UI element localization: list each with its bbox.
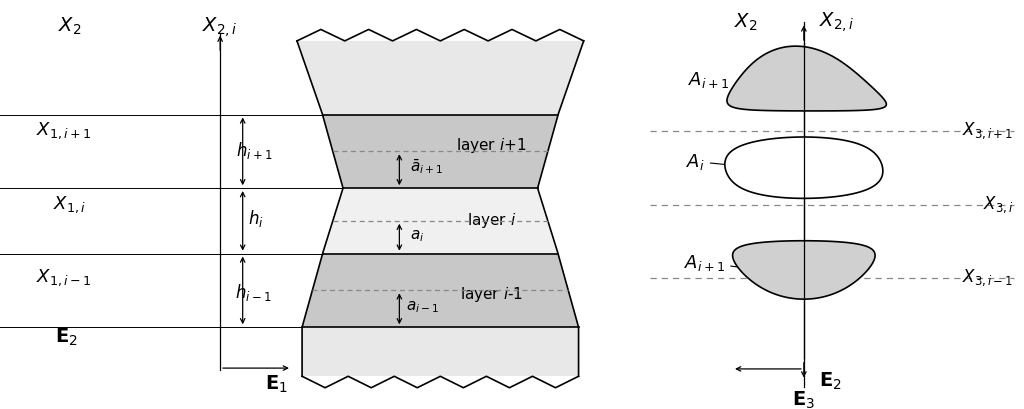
Text: $X_{2,i}$: $X_{2,i}$ — [203, 15, 238, 38]
Text: layer $i$-1: layer $i$-1 — [460, 285, 523, 304]
Text: $\mathbf{E}_3$: $\mathbf{E}_3$ — [793, 389, 815, 409]
Text: $\mathbf{E}_2$: $\mathbf{E}_2$ — [819, 371, 842, 392]
Text: $a_i$: $a_i$ — [410, 229, 424, 244]
Text: $\mathbf{E}_2$: $\mathbf{E}_2$ — [55, 327, 78, 348]
Polygon shape — [727, 46, 887, 111]
Text: layer $i$: layer $i$ — [467, 211, 516, 230]
Text: layer $i$+1: layer $i$+1 — [457, 136, 526, 155]
Text: $\mathbf{E}_1$: $\mathbf{E}_1$ — [265, 374, 288, 395]
Text: $A_{i+1}$: $A_{i+1}$ — [688, 70, 769, 92]
Text: $\bar{a}_{i+1}$: $\bar{a}_{i+1}$ — [410, 157, 443, 176]
Text: $X_{2,i}$: $X_{2,i}$ — [819, 11, 855, 34]
Polygon shape — [323, 188, 558, 254]
Text: $h_i$: $h_i$ — [248, 208, 264, 229]
Text: $X_2$: $X_2$ — [734, 12, 758, 33]
Polygon shape — [323, 115, 558, 188]
Text: $X_{3,i+1}$: $X_{3,i+1}$ — [963, 121, 1014, 141]
Text: $X_{1,i}$: $X_{1,i}$ — [53, 194, 86, 215]
Text: $X_{3,i}$: $X_{3,i}$ — [983, 194, 1014, 215]
Text: $X_{1,i+1}$: $X_{1,i+1}$ — [36, 121, 91, 141]
Text: $X_2$: $X_2$ — [58, 16, 81, 37]
Polygon shape — [297, 41, 584, 115]
Polygon shape — [732, 241, 876, 299]
Text: $h_{i-1}$: $h_{i-1}$ — [234, 282, 271, 303]
Polygon shape — [302, 327, 579, 376]
Polygon shape — [297, 41, 584, 376]
Text: $A_i$: $A_i$ — [686, 152, 754, 171]
Text: $h_{i+1}$: $h_{i+1}$ — [236, 139, 272, 161]
Polygon shape — [302, 254, 579, 327]
Text: $a_{i-1}$: $a_{i-1}$ — [406, 300, 438, 315]
Text: $X_{3,i-1}$: $X_{3,i-1}$ — [963, 268, 1014, 288]
Text: $X_{1,i-1}$: $X_{1,i-1}$ — [36, 268, 91, 288]
Text: $A_{i+1}$: $A_{i+1}$ — [684, 253, 762, 272]
Polygon shape — [725, 137, 883, 198]
